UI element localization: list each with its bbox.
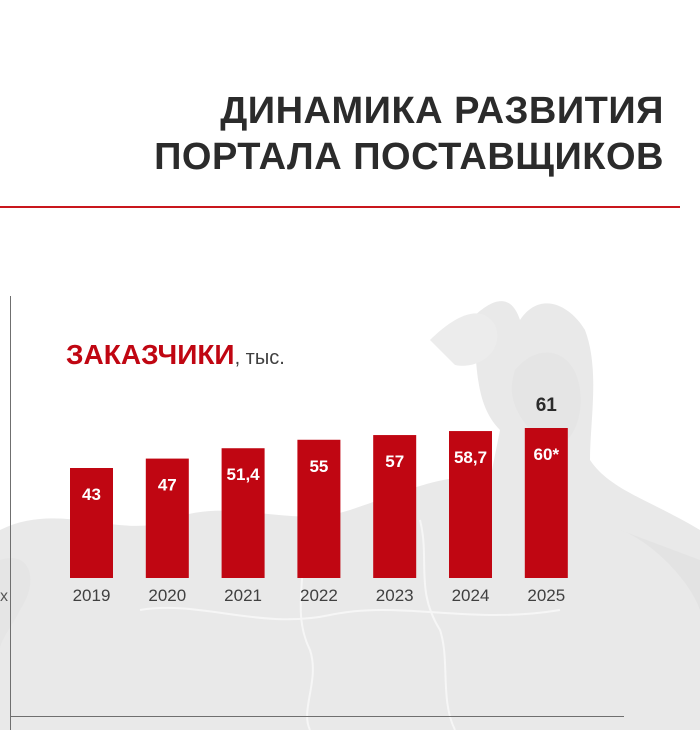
bar-value-label-2024: 58,7 (454, 448, 487, 467)
bar-2024 (449, 431, 492, 578)
chart-title: ЗАКАЗЧИКИ, тыс. (66, 339, 285, 371)
bottom-frame-line (10, 716, 624, 717)
x-tick-label-2025: 2025 (527, 586, 565, 605)
x-tick-label-2021: 2021 (224, 586, 262, 605)
x-tick-label-2024: 2024 (452, 586, 490, 605)
x-tick-label-2023: 2023 (376, 586, 414, 605)
annotation-2025: 61 (536, 395, 558, 416)
bar-value-label-2025: 60* (534, 445, 560, 464)
page-title-line-2: ПОРТАЛА ПОСТАВЩИКОВ (154, 136, 664, 178)
page-title: ДИНАМИКА РАЗВИТИЯ ПОРТАЛА ПОСТАВЩИКОВ (154, 88, 664, 180)
bar-value-label-2021: 51,4 (227, 465, 261, 484)
bar-2019 (70, 468, 113, 578)
left-frame-line (10, 296, 11, 730)
bar-2022 (297, 439, 341, 578)
bar-value-label-2022: 55 (309, 457, 328, 476)
bar-value-label-2023: 57 (385, 452, 404, 471)
title-divider (0, 206, 680, 208)
chart-title-main: ЗАКАЗЧИКИ (66, 339, 235, 370)
chart-title-unit: , тыс. (234, 347, 285, 369)
page-title-line-1: ДИНАМИКА РАЗВИТИЯ (220, 90, 664, 132)
bar-2025 (524, 428, 568, 578)
russia-map-background (0, 301, 700, 730)
x-tick-label-2022: 2022 (300, 586, 338, 605)
bar-2023 (373, 435, 417, 578)
x-tick-label-2019: 2019 (73, 586, 111, 605)
bar-2021 (221, 448, 265, 578)
x-tick-label-2020: 2020 (148, 586, 186, 605)
bar-2020 (145, 458, 189, 578)
bar-value-label-2019: 43 (82, 485, 101, 504)
bar-value-label-2020: 47 (158, 476, 177, 495)
cut-off-edge-text: x (0, 588, 8, 605)
